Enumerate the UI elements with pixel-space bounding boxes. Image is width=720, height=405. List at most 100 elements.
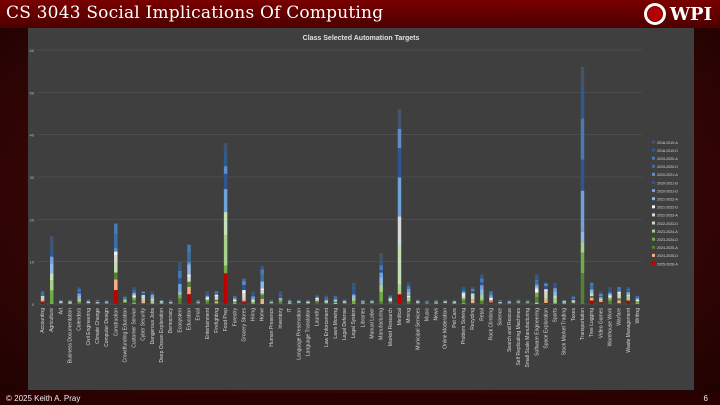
bar-segment xyxy=(626,294,631,297)
bar-segment xyxy=(205,295,210,297)
bar-segment xyxy=(562,301,566,303)
bar-segment xyxy=(489,297,493,301)
x-tick-label: Retail xyxy=(479,308,485,321)
bar-stack xyxy=(351,282,356,304)
bar-segment xyxy=(150,293,155,295)
bar-segment xyxy=(123,299,127,300)
bar-segment xyxy=(260,290,264,294)
bar-segment xyxy=(589,285,594,290)
legend-item: 2020-2021-A xyxy=(652,172,678,177)
bar-segment xyxy=(351,286,356,291)
legend-swatch xyxy=(652,221,655,225)
bar-stack xyxy=(59,299,63,304)
bar-segment xyxy=(571,295,576,297)
bar-segment xyxy=(416,301,420,303)
y-tick-label: 30 xyxy=(30,175,35,180)
bar-segment xyxy=(516,301,521,303)
bar-stack xyxy=(525,299,530,304)
bar-segment xyxy=(315,303,319,304)
x-tick-label: Video Games xyxy=(598,308,604,339)
x-tick-label: Online Moderation xyxy=(443,308,449,349)
bar-segment xyxy=(617,300,621,304)
bar-segment xyxy=(406,296,411,301)
bar-segment xyxy=(114,223,118,235)
bar-segment xyxy=(635,297,640,299)
bar-segment xyxy=(406,301,411,304)
x-tick-label: Calendars xyxy=(77,308,83,331)
bar-stack xyxy=(516,299,521,304)
bar-segment xyxy=(498,302,502,303)
bar-segment xyxy=(40,297,45,300)
bar-segment xyxy=(86,301,91,303)
bar-segment xyxy=(278,298,283,300)
bar-segment xyxy=(470,299,475,300)
bar-segment xyxy=(489,300,493,302)
bar-segment xyxy=(141,295,145,297)
x-tick-label: Art xyxy=(58,307,64,314)
bar-stack xyxy=(599,291,603,304)
bar-segment xyxy=(406,282,411,284)
x-tick-label: Dangerous Jobs xyxy=(150,308,156,345)
x-tick-label: Software Engineering xyxy=(534,308,540,356)
legend-swatch xyxy=(652,213,655,217)
bar-segment xyxy=(278,300,283,302)
bar-segment xyxy=(324,300,329,303)
bar-stack xyxy=(49,236,54,304)
legend-swatch xyxy=(652,237,655,241)
bar-segment xyxy=(516,299,521,301)
bar-segment xyxy=(178,294,182,299)
bar-stack xyxy=(507,299,512,304)
x-tick-label: Self Replicating Machines xyxy=(516,308,522,366)
bar-segment xyxy=(425,301,429,302)
bar-segment xyxy=(40,293,45,295)
bar-segment xyxy=(187,276,191,282)
bar-segment xyxy=(470,299,475,304)
bar-segment xyxy=(159,300,164,302)
bar-stack xyxy=(297,299,301,304)
bar-stack xyxy=(40,291,45,304)
bar-segment xyxy=(205,296,210,298)
bar-segment xyxy=(379,262,383,266)
x-tick-label: Legal Defense xyxy=(342,308,348,340)
bar-segment xyxy=(59,302,63,304)
x-tick-label: Manual Labor xyxy=(370,308,376,339)
bar-segment xyxy=(525,299,530,301)
bar-segment xyxy=(544,286,548,290)
bar-segment xyxy=(461,287,466,290)
legend-swatch xyxy=(652,164,655,168)
bar-segment xyxy=(287,302,292,304)
bar-segment xyxy=(141,300,145,304)
bar-segment xyxy=(544,282,548,284)
bar-segment xyxy=(388,297,393,299)
bar-segment xyxy=(150,296,155,299)
legend-item: 2019-2020-D xyxy=(652,164,678,169)
bar-segment xyxy=(608,292,612,294)
bar-segment xyxy=(498,299,502,301)
bar-segment xyxy=(406,300,411,302)
bar-segment xyxy=(297,303,301,304)
legend-item: 2024-2025-D xyxy=(652,253,678,258)
bar-segment xyxy=(416,300,420,302)
bar-segment xyxy=(196,303,200,304)
bar-segment xyxy=(297,302,301,304)
bar-segment xyxy=(489,300,493,301)
legend-label: 2024-2025-D xyxy=(657,254,678,258)
bar-segment xyxy=(132,299,136,304)
legend-item: 2025-2026-A xyxy=(652,262,678,266)
bar-segment xyxy=(589,300,594,304)
bar-segment xyxy=(233,299,237,302)
bar-stack xyxy=(489,291,493,304)
bar-segment xyxy=(260,288,264,291)
bar-stack xyxy=(388,295,393,304)
bar-segment xyxy=(507,300,512,302)
bar-segment xyxy=(104,300,109,302)
bar-segment xyxy=(580,231,585,243)
bar-segment xyxy=(507,303,512,304)
bar-stack xyxy=(434,299,438,304)
bar-stack xyxy=(397,109,402,304)
bar-segment xyxy=(571,300,576,302)
bar-stack xyxy=(379,253,383,304)
bar-segment xyxy=(132,291,136,293)
bar-segment xyxy=(187,281,191,287)
bar-segment xyxy=(452,299,457,301)
